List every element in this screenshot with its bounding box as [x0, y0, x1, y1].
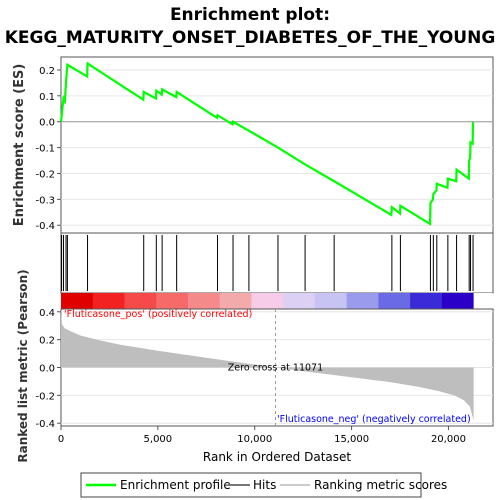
x-tick-label: 20,000: [431, 434, 466, 445]
es-y-ticks: 0.2 0.1 0.0 -0.1 -0.2 -0.3 -0.4: [35, 66, 61, 232]
heatbar-segment: [283, 293, 316, 309]
x-tick-label: 5,000: [144, 434, 173, 445]
heatbar-segment: [441, 293, 475, 309]
hits-panel-frame: [60, 232, 494, 294]
heatbar-segment: [346, 293, 380, 309]
metric-y-tick-label: 0.4: [39, 308, 55, 319]
x-tick-label: 10,000: [237, 434, 272, 445]
heatbar-segment: [156, 293, 189, 309]
heatbar-segment: [187, 293, 221, 309]
legend-hits-label: Hits: [253, 478, 276, 492]
enrichment-profile-line: [59, 61, 475, 226]
title-line-2: KEGG_MATURITY_ONSET_DIABETES_OF_THE_YOUN…: [5, 28, 496, 48]
metric-y-tick-label: 0.2: [39, 336, 55, 347]
zero-cross-label: Zero cross at 11071: [228, 363, 323, 374]
metric-y-tick-label: 0.0: [39, 364, 55, 375]
es-y-tick-label: -0.1: [35, 144, 55, 155]
es-y-axis-label: Enrichment score (ES): [12, 64, 27, 227]
es-y-tick-label: 0.2: [39, 66, 55, 77]
ranking-metric-area: [61, 311, 474, 421]
es-y-tick-label: -0.3: [35, 195, 55, 206]
heatbar-segment: [251, 293, 284, 309]
heatbar-segment: [124, 293, 157, 309]
es-panel-frame: [60, 56, 494, 234]
metric-y-ticks: 0.4 0.2 0.0 -0.2 -0.4: [35, 308, 61, 430]
heatbar-segment: [219, 293, 253, 309]
metric-y-axis-label: Ranked list metric (Pearson): [16, 269, 30, 462]
x-tick-label: 0: [58, 434, 64, 445]
ranking-heatbar: [61, 293, 493, 309]
x-tick-label: 15,000: [334, 434, 369, 445]
heatbar-segment: [92, 293, 126, 309]
heatbar-segment: [378, 293, 411, 309]
legend-enrichment-label: Enrichment profile: [120, 478, 231, 492]
legend-metric-label: Ranking metric scores: [314, 478, 447, 492]
es-y-tick-label: -0.4: [35, 221, 55, 232]
heatbar-segment: [410, 293, 443, 309]
hits-marks: [61, 235, 474, 291]
x-axis-label: Rank in Ordered Dataset: [203, 450, 351, 464]
metric-y-tick-label: -0.4: [35, 419, 55, 430]
es-y-tick-label: 0.1: [39, 92, 55, 103]
heatbar-segment: [61, 293, 94, 309]
x-axis-ticks: 0 5,000 10,000 15,000 20,000: [58, 426, 466, 445]
es-y-tick-label: -0.2: [35, 169, 55, 180]
positive-correlation-label: 'Fluticasone_pos' (positively correlated…: [64, 309, 252, 320]
negative-correlation-label: 'Fluticasone_neg' (negatively correlated…: [277, 414, 471, 425]
heatbar-empty: [473, 293, 493, 309]
title-line-1: Enrichment plot:: [170, 5, 330, 25]
legend-frame: [80, 472, 422, 498]
metric-y-tick-label: -0.2: [35, 391, 55, 402]
heatbar-segment: [314, 293, 348, 309]
es-y-tick-label: 0.0: [39, 118, 55, 129]
legend: Enrichment profile Hits Ranking metric s…: [80, 472, 447, 498]
